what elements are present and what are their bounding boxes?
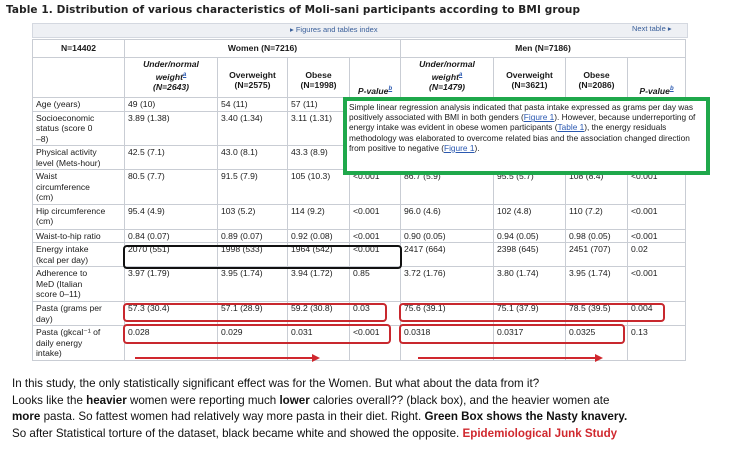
junk-study-label: Epidemiological Junk Study — [462, 426, 618, 440]
table-row: Hip circumference (cm) 95.4 (4.9) 103 (5.2)… — [32, 203, 686, 230]
table-row: Waist-to-hip ratio 0.84 (0.07) 0.89 (0.07)… — [32, 228, 686, 243]
row-label: Energy intake (kcal per day) — [32, 242, 125, 267]
women-value-cell: 49 (10) — [124, 97, 218, 112]
men-value-cell: <0.001 — [627, 203, 686, 230]
regression-quote-green-box — [343, 97, 710, 175]
commentary-caption: In this study, the only statistically si… — [12, 376, 746, 442]
women-value-cell: 3.40 (1.34) — [217, 110, 288, 146]
women-value-cell: 3.89 (1.38) — [124, 110, 218, 146]
women-value-cell: 43.3 (8.9) — [287, 145, 350, 170]
men-value-cell: 3.95 (1.74) — [565, 266, 628, 302]
men-overweight-header: Overweight (N=3621) — [493, 57, 566, 98]
women-value-cell: 103 (5.2) — [217, 203, 288, 230]
row-label: Adherence to MeD (Italian score 0–11) — [32, 266, 125, 302]
pasta-grams-men-red-box — [399, 303, 665, 322]
caption-line-4: So after Statistical torture of the data… — [12, 426, 618, 440]
men-trend-arrow-line — [418, 357, 596, 359]
men-value-cell: 3.80 (1.74) — [493, 266, 566, 302]
caption-line-1: In this study, the only statistically si… — [12, 377, 540, 390]
row-label: Waist circumference (cm) — [32, 169, 125, 205]
pasta-grams-women-red-box — [123, 303, 387, 322]
table-row: Adherence to MeD (Italian score 0–11) 3.97 … — [32, 266, 686, 302]
women-value-cell: <0.001 — [349, 228, 401, 243]
n-total-header: N=14402 — [32, 39, 125, 58]
row-label: Age (years) — [32, 97, 125, 112]
women-value-cell: <0.001 — [349, 203, 401, 230]
table-title: Table 1. Distribution of various charact… — [6, 4, 581, 16]
women-value-cell: 0.89 (0.07) — [217, 228, 288, 243]
row-label: Waist-to-hip ratio — [32, 228, 125, 243]
women-value-cell: 0.85 — [349, 266, 401, 302]
women-trend-arrow-head — [312, 354, 320, 362]
men-value-cell: 0.13 — [627, 325, 686, 361]
figure-1-link-2[interactable]: Figure 1 — [444, 142, 475, 153]
men-value-cell: 0.02 — [627, 242, 686, 267]
energy-intake-black-box — [123, 245, 402, 269]
men-value-cell: 0.98 (0.05) — [565, 228, 628, 243]
pasta-kcal-women-red-box — [123, 324, 391, 344]
women-value-cell: 0.92 (0.08) — [287, 228, 350, 243]
men-value-cell: 2398 (645) — [493, 242, 566, 267]
men-value-cell: 2451 (707) — [565, 242, 628, 267]
women-value-cell: 80.5 (7.7) — [124, 169, 218, 205]
men-pvalue-header: P-valueb — [627, 57, 686, 98]
women-value-cell: 42.5 (7.1) — [124, 145, 218, 170]
women-value-cell: 3.94 (1.72) — [287, 266, 350, 302]
women-pvalue-header: P-valueb — [349, 57, 401, 98]
men-value-cell: <0.001 — [627, 228, 686, 243]
women-value-cell: 54 (11) — [217, 97, 288, 112]
women-value-cell: 3.11 (1.31) — [287, 110, 350, 146]
men-value-cell: 96.0 (4.6) — [400, 203, 494, 230]
figures-and-tables-link[interactable]: ▸ Figures and tables index — [290, 25, 378, 34]
women-obese-header: Obese (N=1998) — [287, 57, 350, 98]
row-label: Pasta (grams per day) — [32, 301, 125, 326]
caption-line-3: more pasta. So fattest women had relativ… — [12, 410, 628, 424]
men-trend-arrow-head — [595, 354, 603, 362]
women-value-cell: 114 (9.2) — [287, 203, 350, 230]
row-label: Socioeconomic status (score 0 –8) — [32, 110, 125, 146]
figure-1-link[interactable]: Figure 1 — [523, 112, 555, 123]
men-value-cell: 0.90 (0.05) — [400, 228, 494, 243]
men-value-cell: 102 (4.8) — [493, 203, 566, 230]
women-group-header: Women (N=7216) — [124, 39, 401, 58]
table-1-link[interactable]: Table 1 — [557, 122, 585, 133]
row-label: Hip circumference (cm) — [32, 203, 125, 230]
men-value-cell: 3.72 (1.76) — [400, 266, 494, 302]
women-value-cell: 43.0 (8.1) — [217, 145, 288, 170]
next-table-link[interactable]: Next table ▸ — [632, 24, 672, 33]
row-label: Pasta (gkcal⁻¹ of daily energy intake) — [32, 325, 125, 361]
women-value-cell: 57 (11) — [287, 97, 350, 112]
women-value-cell: 105 (10.3) — [287, 169, 350, 205]
men-obese-header: Obese (N=2086) — [565, 57, 628, 98]
women-trend-arrow-line — [135, 357, 313, 359]
regression-quote-text: Simple linear regression analysis indica… — [349, 102, 696, 153]
women-value-cell: 95.4 (4.9) — [124, 203, 218, 230]
row-label: Physical activity level (Mets-hour) — [32, 145, 125, 170]
women-value-cell: 0.84 (0.07) — [124, 228, 218, 243]
women-overweight-header: Overweight (N=2575) — [217, 57, 288, 98]
women-value-cell: 3.95 (1.74) — [217, 266, 288, 302]
pasta-kcal-men-red-box — [399, 324, 625, 344]
men-group-header: Men (N=7186) — [400, 39, 686, 58]
men-value-cell: 0.94 (0.05) — [493, 228, 566, 243]
caption-line-2: Looks like the heavier women were report… — [12, 393, 610, 407]
men-value-cell: <0.001 — [627, 266, 686, 302]
women-underweight-header: Under/normal weighta (N=2643) — [124, 57, 218, 98]
women-value-cell: 3.97 (1.79) — [124, 266, 218, 302]
men-underweight-header: Under/normal weighta (N=1479) — [400, 57, 494, 98]
table-nav-bar — [32, 23, 688, 38]
men-value-cell: 110 (7.2) — [565, 203, 628, 230]
women-value-cell: 91.5 (7.9) — [217, 169, 288, 205]
men-value-cell: 2417 (664) — [400, 242, 494, 267]
